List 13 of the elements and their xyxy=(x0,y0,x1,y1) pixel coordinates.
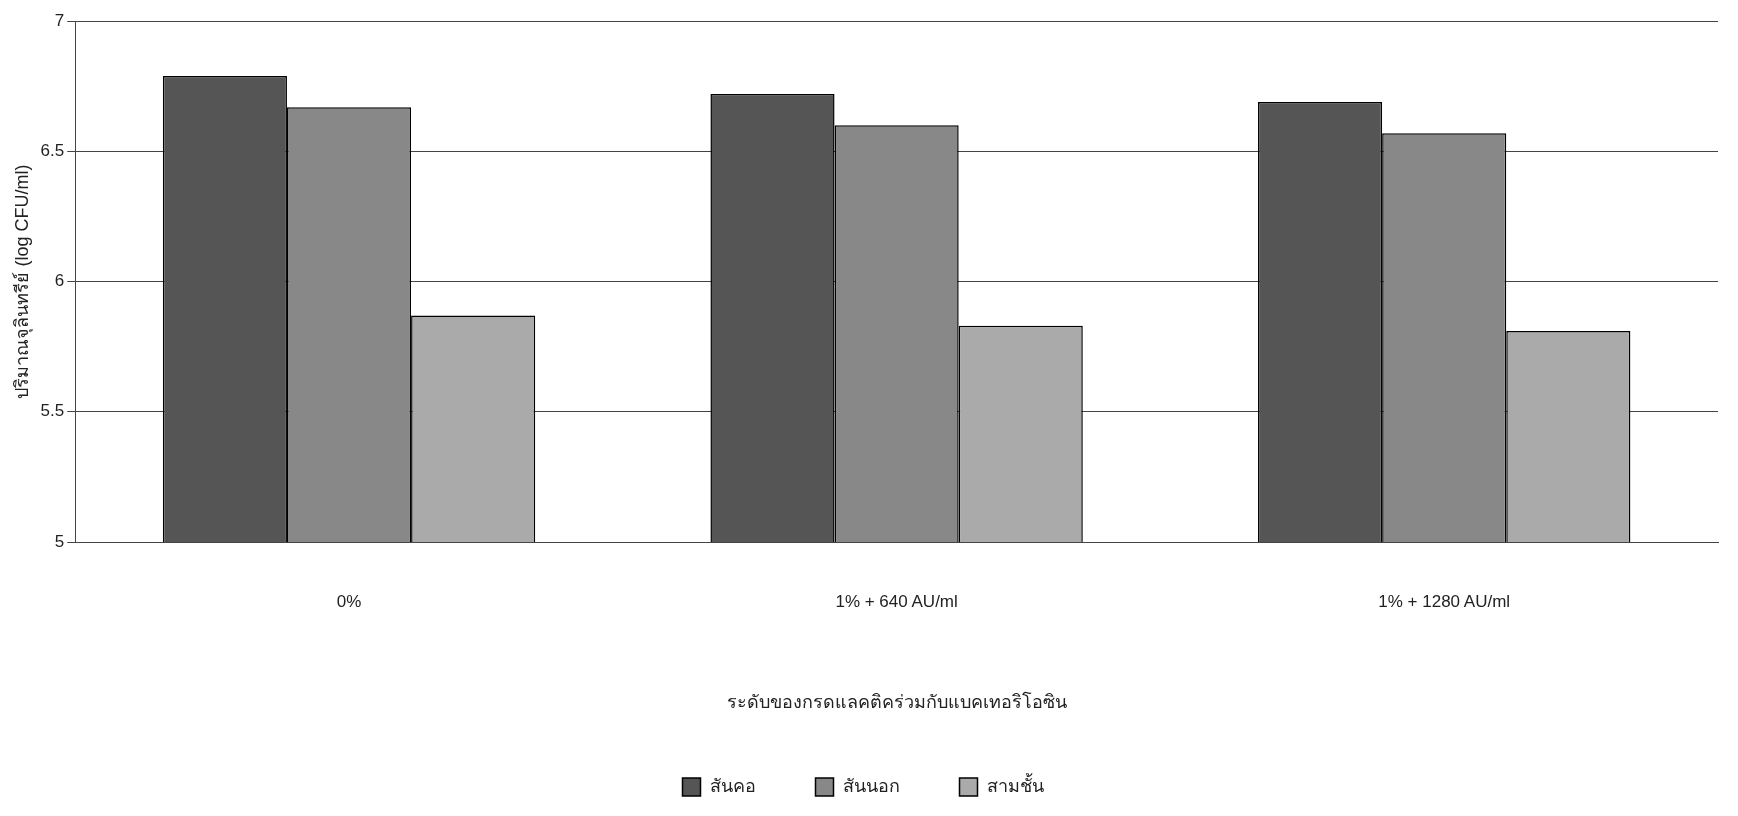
x-tick-label: 1% + 640 AU/ml xyxy=(835,591,958,611)
x-axis-title: ระดับของกรดแลคติคร่วมกับแบคเทอริโอซิน xyxy=(726,691,1067,713)
y-tick-label: 6.5 xyxy=(40,141,65,161)
x-tick-label: 1% + 1280 AU/ml xyxy=(1378,591,1511,611)
legend-label: สามชั้น xyxy=(986,772,1044,796)
y-axis-title: ปริมาณจุลินทรีย์ (log CFU/ml) xyxy=(11,164,33,399)
y-tick-label: 5.5 xyxy=(40,401,65,421)
legend-label: สันคอ xyxy=(709,775,756,796)
y-tick-label: 7 xyxy=(54,10,65,30)
y-tick-label: 5 xyxy=(54,531,65,551)
x-tick-label: 0% xyxy=(336,591,362,611)
legend-label: สันนอก xyxy=(842,775,900,796)
y-tick-label: 6 xyxy=(54,271,65,291)
